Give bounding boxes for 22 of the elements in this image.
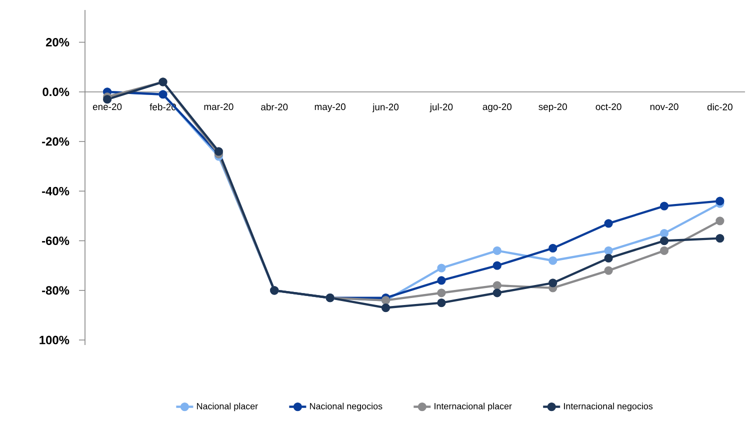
y-tick-label: 0.0% [42,88,70,96]
x-tick-label: sep-20 [538,103,567,112]
x-tick-label: ago-20 [482,103,512,112]
legend-label: Internacional placer [434,402,512,412]
y-tick-label: 20% [46,38,70,46]
x-tick-label: ene-20 [92,103,122,110]
x-tick-label: mar-20 [204,103,234,110]
legend-label: Nacional negocios [310,402,382,412]
x-tick-label: nov-20 [650,103,678,110]
legend-label: Nacional placer [197,402,258,412]
x-tick-label: jul-20 [430,103,453,112]
x-tick-label: jun-20 [372,103,399,112]
y-tick-label: -20% [42,137,70,146]
y-tick-label: -80% [42,286,70,295]
legend-label: Internacional negocios [564,402,653,412]
x-tick-label: abr-20 [261,103,288,110]
y-tick-label: 100% [40,336,70,344]
x-tick-label: oct-20 [596,103,622,110]
x-tick-label: dic-20 [707,103,732,110]
y-tick-label: -60% [42,236,70,245]
y-tick-label: -40% [42,186,70,196]
x-tick-label: may-20 [314,103,346,112]
